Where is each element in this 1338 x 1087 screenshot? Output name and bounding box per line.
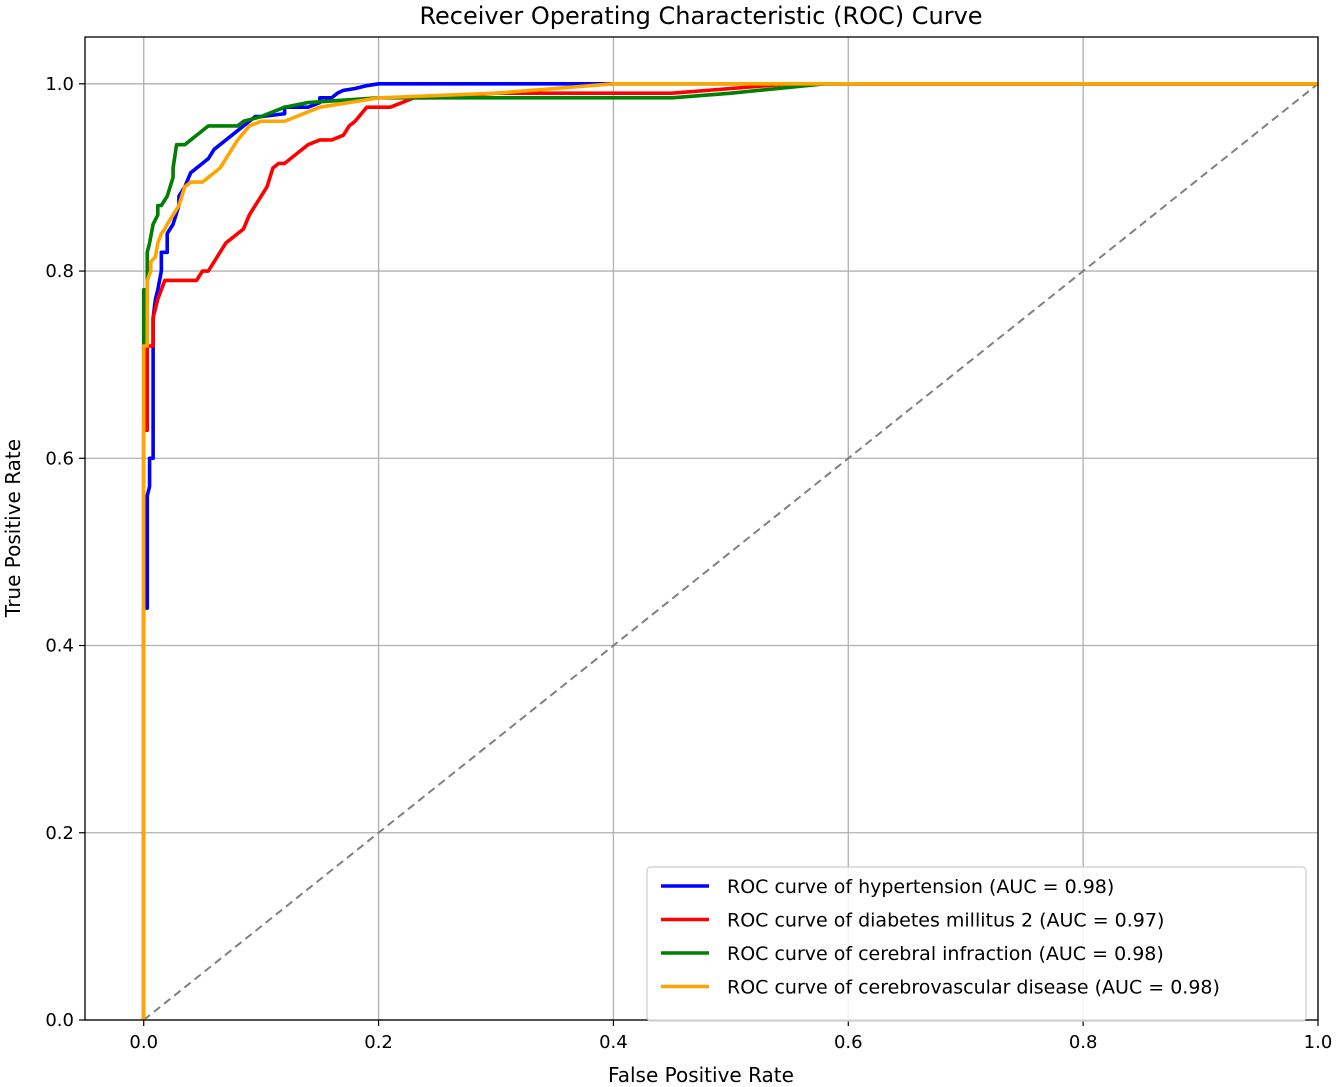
legend-label: ROC curve of cerebrovascular disease (AU…	[727, 977, 1220, 999]
series-line-2	[141, 82, 1318, 1020]
x-tick-label: 0.6	[834, 1032, 863, 1053]
y-tick-label: 0.8	[45, 261, 74, 282]
y-tick-label: 1.0	[45, 74, 74, 95]
x-tick-label: 0.2	[364, 1032, 393, 1053]
legend-box	[646, 866, 1307, 1022]
y-tick-label: 0.2	[45, 823, 74, 844]
y-tick-label: 0.4	[45, 636, 74, 657]
x-tick-label: 0.4	[599, 1032, 628, 1053]
x-tick-label: 1.0	[1304, 1032, 1333, 1053]
series-lines	[141, 82, 1318, 1020]
y-tick-label: 0.6	[45, 448, 74, 469]
legend-label: ROC curve of hypertension (AUC = 0.98)	[727, 876, 1114, 898]
x-tick-label: 0.0	[129, 1032, 158, 1053]
y-axis-label: True Positive Rate	[1, 439, 25, 618]
legend: ROC curve of hypertension (AUC = 0.98) RO…	[646, 866, 1307, 1022]
series-line-1	[141, 82, 1318, 1020]
legend-label: ROC curve of diabetes millitus 2 (AUC = …	[727, 910, 1164, 932]
diagonal-reference-line	[143, 83, 1319, 1021]
series-line-0	[141, 82, 1318, 1020]
reference-line	[143, 83, 1319, 1021]
x-tick-label: 0.8	[1069, 1032, 1098, 1053]
series-line-3	[141, 82, 1318, 1020]
legend-label: ROC curve of cerebral infraction (AUC = …	[727, 943, 1164, 965]
x-axis-label: False Positive Rate	[608, 1063, 794, 1087]
y-tick-label: 0.0	[45, 1010, 74, 1031]
axis-ticks: 0.0 0.2 0.4 0.6 0.8 1.0 0.0 0.2 0.4 0.6 0.8 1.0	[45, 74, 1332, 1053]
chart-title: Receiver Operating Characteristic (ROC) …	[419, 2, 982, 30]
